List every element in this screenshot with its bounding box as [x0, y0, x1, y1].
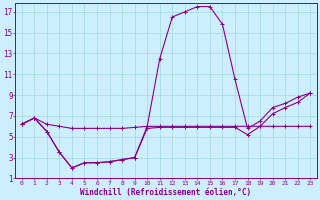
X-axis label: Windchill (Refroidissement éolien,°C): Windchill (Refroidissement éolien,°C)	[80, 188, 252, 197]
